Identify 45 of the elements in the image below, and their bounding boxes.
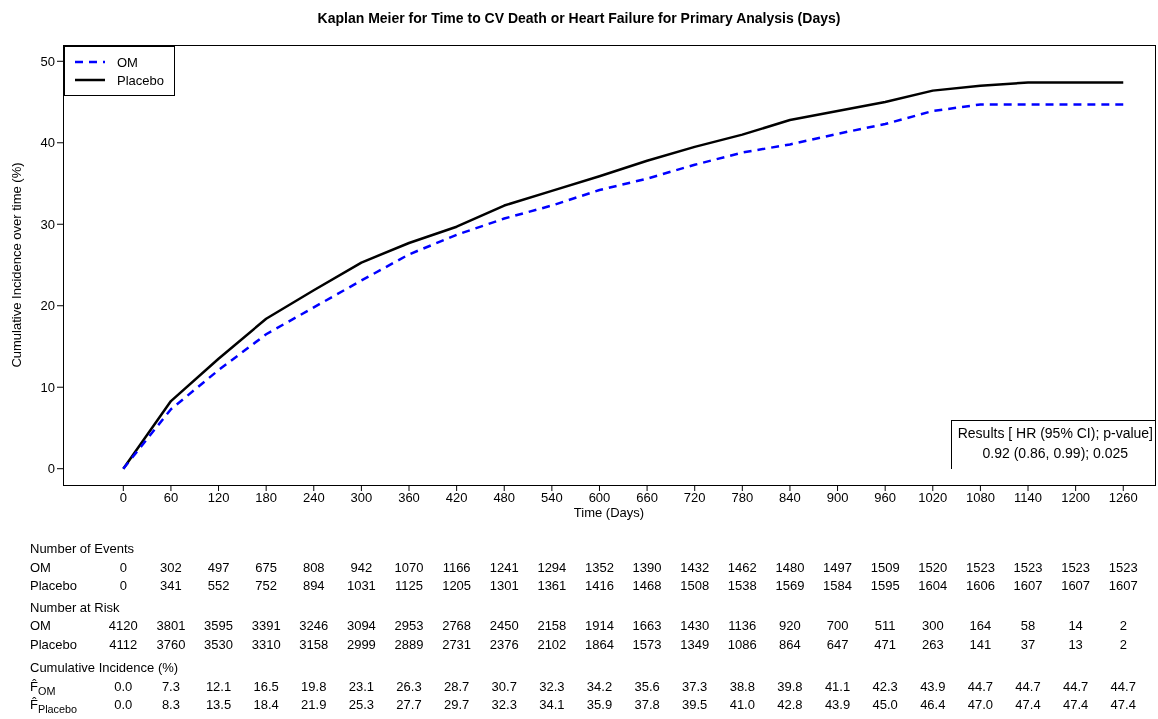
x-tick-label: 480	[493, 490, 516, 506]
y-axis-title: Cumulative Incidence over time (%)	[8, 162, 24, 368]
annotation: Results [ HR (95% CI); p-value]	[957, 425, 1153, 441]
x-tick-label: 300	[350, 490, 373, 506]
legend-label: OM	[117, 54, 138, 70]
x-tick-label: 1260	[1108, 490, 1138, 506]
x-tick-label: 540	[541, 490, 563, 506]
x-tick-label: 180	[255, 490, 278, 506]
y-tick-label: 30	[40, 216, 55, 232]
text: Number of Events	[30, 541, 135, 556]
text: OM 4120 3801 3595 3391 3246 3094 2953 2768 2450 2158 1914 1663 1430 1136 920 700 511 300 164 58 14 2	[30, 618, 1127, 633]
x-tick-label: 960	[874, 490, 897, 506]
x-tick-label: 780	[731, 490, 754, 506]
text: Placebo 4112 3760 3530 3310 3158 2999 2889 2731 2376 2102 1864 1573 1349 1086 864 647 471 263 141 37 13 2	[30, 636, 1127, 652]
x-tick-label: 1200	[1061, 490, 1091, 506]
x-tick-label: 600	[588, 490, 611, 506]
x-tick-label: 0	[119, 490, 127, 506]
annotation: 0.92 (0.86, 0.99); 0.025	[981, 445, 1130, 461]
x-tick-label: 240	[302, 490, 325, 506]
text: OM 0 302 497 675 808 942 1070 1166 1241 1294 1352 1390 1432 1462 1480 1497 1509 1520 1523 1523 1523 1523	[30, 559, 1138, 575]
text: F̂$_{Placebo}$ 0.0 8.3 13.5 18.4 21.9 25.3 27.7 29.7 32.3 34.1 35.9 37.8 39.5 41.0 42.8 43.9 45.0 46.4 47.0 47.4 47.4 47.4	[30, 697, 1136, 715]
x-tick-label: 720	[683, 490, 706, 506]
x-tick-label: 1140	[1014, 490, 1043, 506]
x-tick-label: 1080	[965, 490, 995, 506]
text: F̂$_{OM}$ 0.0 7.3 12.1 16.5 19.8 23.1 26.3 28.7 30.7 32.3 34.2 35.6 37.3 38.8 39.8 41.1 42.3 43.9 44.7 44.7 44.7 44.7	[30, 678, 1136, 697]
x-tick-label: 360	[398, 490, 420, 506]
y-tick-label: 50	[40, 53, 55, 69]
text: Cumulative Incidence (%)	[30, 660, 179, 675]
x-tick-label: 900	[826, 490, 849, 506]
x-tick-label: 120	[207, 490, 230, 506]
text: Placebo 0 341 552 752 894 1031 1125 1205 1301 1361 1416 1468 1508 1538 1569 1584 1595 1604 1606 1607 1607 1607	[30, 578, 1138, 593]
y-tick-label: 40	[40, 135, 55, 151]
y-tick-label: 10	[40, 379, 55, 395]
x-axis-title: Time (Days)	[572, 505, 646, 520]
results-box: Results [ HR (95% CI); p-value] 0.92 (0.86, 0.99); 0.025	[950, 420, 1155, 469]
legend-label: Placebo	[117, 72, 164, 88]
y-tick-label: 20	[40, 298, 55, 314]
chart-title: Kaplan Meier for Time to CV Death or Heart Failure for Primary Analysis (Days)	[316, 10, 842, 26]
x-tick-label: 660	[636, 490, 658, 506]
x-tick-label: 840	[779, 490, 801, 506]
x-tick-label: 1020	[918, 490, 948, 506]
x-tick-label: 420	[445, 490, 468, 506]
y-tick-label: 0	[47, 461, 55, 477]
x-tick-label: 60	[163, 490, 179, 506]
text: Number at Risk	[30, 599, 120, 615]
